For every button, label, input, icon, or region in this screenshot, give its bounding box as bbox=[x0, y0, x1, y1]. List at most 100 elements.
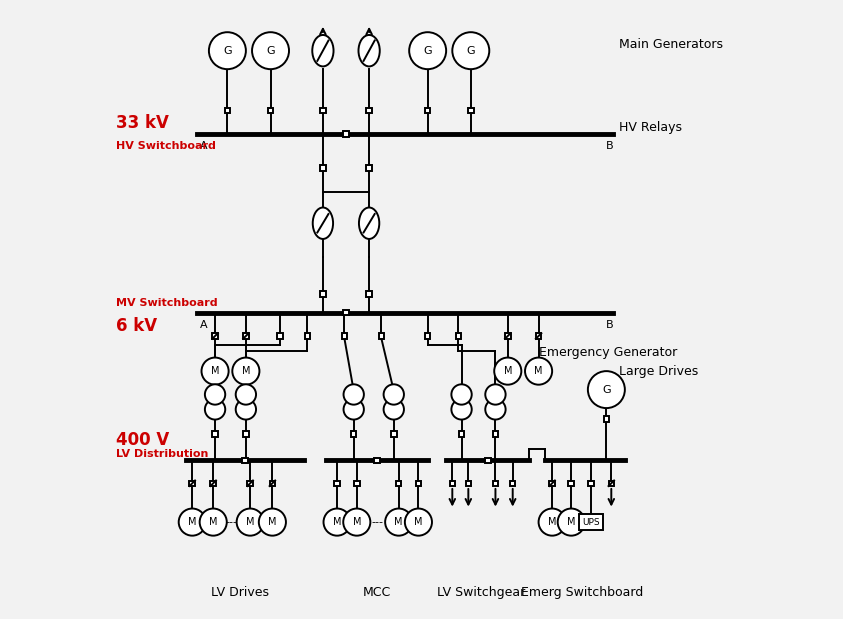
Bar bbox=[351, 431, 357, 437]
Circle shape bbox=[324, 509, 351, 535]
Bar bbox=[425, 108, 431, 113]
Circle shape bbox=[539, 509, 566, 535]
Bar bbox=[341, 333, 347, 339]
Text: G: G bbox=[466, 46, 475, 56]
Ellipse shape bbox=[312, 35, 334, 66]
Bar bbox=[343, 310, 349, 315]
Bar bbox=[465, 480, 471, 486]
Bar bbox=[604, 417, 609, 422]
Circle shape bbox=[236, 384, 256, 405]
Text: G: G bbox=[423, 46, 432, 56]
Circle shape bbox=[343, 509, 370, 535]
Text: MCC: MCC bbox=[363, 586, 391, 599]
Bar bbox=[456, 333, 461, 339]
Bar bbox=[374, 457, 379, 463]
Text: G: G bbox=[602, 384, 610, 394]
Text: LV Switchgear: LV Switchgear bbox=[438, 586, 525, 599]
Text: Large Drives: Large Drives bbox=[619, 365, 698, 378]
Circle shape bbox=[236, 399, 256, 420]
Bar bbox=[320, 108, 325, 113]
Circle shape bbox=[201, 358, 228, 384]
Bar bbox=[243, 457, 248, 463]
Text: Emergency Generator: Emergency Generator bbox=[539, 346, 677, 359]
Bar bbox=[243, 333, 249, 339]
Text: A: A bbox=[200, 320, 207, 330]
Text: HV Switchboard: HV Switchboard bbox=[116, 141, 217, 151]
Bar bbox=[391, 431, 396, 437]
Circle shape bbox=[200, 509, 227, 535]
Bar bbox=[367, 108, 372, 113]
Bar bbox=[212, 333, 217, 339]
Text: LV Distribution: LV Distribution bbox=[116, 449, 209, 459]
Ellipse shape bbox=[313, 207, 333, 239]
Text: M: M bbox=[242, 366, 250, 376]
Circle shape bbox=[259, 509, 286, 535]
Text: LV Drives: LV Drives bbox=[211, 586, 269, 599]
Circle shape bbox=[525, 358, 552, 384]
Bar bbox=[588, 480, 593, 486]
Text: Emerg Switchboard: Emerg Switchboard bbox=[521, 586, 643, 599]
Text: 400 V: 400 V bbox=[116, 431, 169, 449]
Circle shape bbox=[405, 509, 432, 535]
Bar bbox=[367, 165, 372, 171]
Bar bbox=[270, 480, 275, 486]
Bar bbox=[609, 480, 614, 486]
Bar bbox=[485, 457, 491, 463]
Bar bbox=[212, 431, 217, 437]
Text: G: G bbox=[266, 46, 275, 56]
Bar bbox=[190, 480, 195, 486]
Ellipse shape bbox=[359, 207, 379, 239]
Circle shape bbox=[451, 384, 472, 405]
Text: A: A bbox=[200, 141, 207, 151]
Text: Main Generators: Main Generators bbox=[619, 38, 722, 51]
Bar bbox=[536, 333, 541, 339]
Text: UPS: UPS bbox=[583, 517, 599, 527]
Text: M: M bbox=[548, 517, 556, 527]
Bar bbox=[335, 480, 340, 486]
Bar bbox=[396, 480, 401, 486]
Bar bbox=[492, 480, 498, 486]
Circle shape bbox=[252, 32, 289, 69]
Text: M: M bbox=[188, 517, 196, 527]
Ellipse shape bbox=[358, 35, 379, 66]
Text: HV Relays: HV Relays bbox=[619, 121, 682, 134]
Text: 33 kV: 33 kV bbox=[116, 114, 169, 132]
Circle shape bbox=[494, 358, 521, 384]
Bar bbox=[505, 333, 511, 339]
Text: M: M bbox=[534, 366, 543, 376]
Bar bbox=[449, 480, 455, 486]
Circle shape bbox=[344, 384, 364, 405]
Circle shape bbox=[233, 358, 260, 384]
Text: 6 kV: 6 kV bbox=[116, 317, 158, 335]
Text: M: M bbox=[567, 517, 576, 527]
Bar bbox=[268, 108, 273, 113]
Circle shape bbox=[558, 509, 585, 535]
Bar bbox=[224, 108, 230, 113]
Bar bbox=[320, 165, 325, 171]
Text: G: G bbox=[223, 46, 232, 56]
Circle shape bbox=[344, 399, 364, 420]
Text: B: B bbox=[606, 141, 614, 151]
Text: M: M bbox=[395, 517, 403, 527]
Text: B: B bbox=[606, 320, 614, 330]
Bar bbox=[277, 333, 282, 339]
Bar bbox=[459, 431, 464, 437]
Bar bbox=[579, 514, 603, 530]
Circle shape bbox=[209, 32, 246, 69]
Bar bbox=[367, 292, 372, 297]
Circle shape bbox=[205, 384, 225, 405]
Bar bbox=[354, 480, 360, 486]
Bar bbox=[550, 480, 555, 486]
Circle shape bbox=[451, 399, 472, 420]
Bar bbox=[568, 480, 574, 486]
Bar bbox=[211, 480, 216, 486]
Circle shape bbox=[179, 509, 206, 535]
Text: M: M bbox=[503, 366, 512, 376]
Text: M: M bbox=[414, 517, 422, 527]
Circle shape bbox=[384, 384, 404, 405]
Text: ---: --- bbox=[226, 517, 238, 527]
Circle shape bbox=[384, 399, 404, 420]
Bar bbox=[425, 333, 431, 339]
Bar bbox=[510, 480, 515, 486]
Circle shape bbox=[486, 384, 506, 405]
